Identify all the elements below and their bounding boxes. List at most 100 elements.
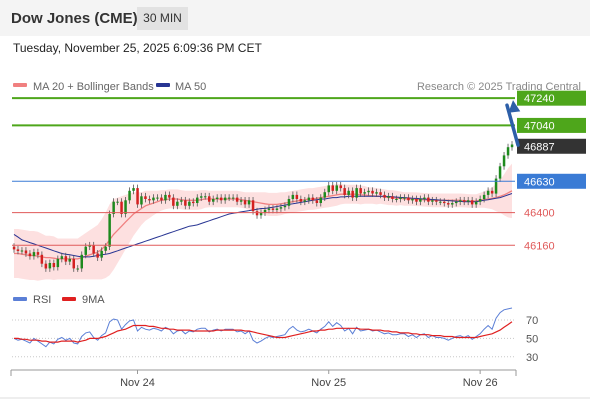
candle-88 xyxy=(363,188,366,197)
candle-body xyxy=(510,144,514,148)
candle-body xyxy=(223,197,227,201)
candle-body xyxy=(411,199,414,201)
candle-40 xyxy=(172,194,175,210)
candle-82 xyxy=(339,181,342,192)
candle-38 xyxy=(164,191,167,204)
candle-117 xyxy=(478,195,482,206)
candle-body xyxy=(92,245,95,254)
rsi-tick-label-70: 70 xyxy=(526,315,538,327)
ma50-legend-swatch xyxy=(156,83,170,87)
candle-body xyxy=(327,185,330,193)
candle-body xyxy=(112,201,115,214)
level-tag-box xyxy=(517,90,586,106)
level-lines-layer: 47240 47040 46630 46400 46160 46887 xyxy=(12,90,586,252)
candle-70 xyxy=(291,191,295,203)
candle-body xyxy=(251,200,255,212)
candle-97 xyxy=(399,194,402,203)
candle-body xyxy=(80,254,83,269)
candle-79 xyxy=(327,181,330,196)
candle-body xyxy=(36,252,40,255)
candle-body xyxy=(463,200,466,202)
candle-body xyxy=(283,205,287,208)
candle-body xyxy=(439,201,442,203)
candle-body xyxy=(60,256,64,259)
candle-body xyxy=(16,249,20,251)
candle-51 xyxy=(215,194,219,203)
candle-22 xyxy=(100,247,103,261)
candle-body xyxy=(247,200,251,205)
candle-110 xyxy=(451,199,454,208)
candle-body xyxy=(104,246,107,251)
candle-68 xyxy=(283,202,287,211)
candle-body xyxy=(287,199,291,206)
candle-59 xyxy=(247,196,251,208)
candle-60 xyxy=(251,196,255,215)
candle-19 xyxy=(88,241,91,251)
candle-17 xyxy=(80,251,83,272)
rsi-legend-swatch xyxy=(13,297,27,301)
candle-body xyxy=(391,196,394,199)
header-bar: Dow Jones (CME) 30 MIN xyxy=(0,0,590,36)
candle-body xyxy=(72,258,75,269)
candle-119 xyxy=(486,187,490,199)
candle-body xyxy=(427,197,430,202)
candle-body xyxy=(40,254,44,264)
candle-34 xyxy=(148,195,151,204)
candle-body xyxy=(355,188,358,198)
candle-95 xyxy=(391,192,394,203)
time-tick-label: Nov 26 xyxy=(463,377,498,389)
candle-body xyxy=(403,197,406,199)
candle-body xyxy=(208,196,211,202)
rsi-legend: RSI 9MA xyxy=(13,294,105,306)
candle-49 xyxy=(208,192,211,206)
candle-body xyxy=(140,196,143,205)
candle-body xyxy=(84,246,87,255)
level-tag-box xyxy=(517,173,586,189)
candle-32 xyxy=(140,192,143,208)
candle-body xyxy=(331,185,334,191)
candle-4 xyxy=(28,250,32,260)
candle-20 xyxy=(92,241,95,257)
candle-body xyxy=(227,197,231,199)
candle-43 xyxy=(184,196,187,210)
rsi-ma-legend-label: 9MA xyxy=(82,294,105,306)
candle-body xyxy=(52,263,56,268)
candle-body xyxy=(443,201,446,204)
time-tick-label: Nov 24 xyxy=(120,377,155,389)
rsi-tick-label-30: 30 xyxy=(526,352,538,364)
candle-body xyxy=(156,197,159,199)
ma20-legend-swatch xyxy=(13,83,27,87)
candle-125 xyxy=(510,141,514,151)
candle-50 xyxy=(212,195,215,206)
candle-body xyxy=(379,192,382,195)
candle-body xyxy=(120,201,123,214)
candle-66 xyxy=(275,205,279,214)
candle-21 xyxy=(96,250,99,261)
candle-31 xyxy=(136,184,139,208)
level-tag-47240: 47240 xyxy=(517,90,586,106)
candle-body xyxy=(168,194,171,198)
candle-body xyxy=(24,250,28,254)
candle-body xyxy=(455,201,458,204)
candle-body xyxy=(259,212,263,216)
timeframe-badge[interactable]: 30 MIN xyxy=(137,7,188,30)
level-tag-text: 46400 xyxy=(524,208,555,220)
candle-90 xyxy=(371,187,374,197)
level-tag-text: 47240 xyxy=(524,93,555,105)
candle-2 xyxy=(20,247,24,255)
candle-6 xyxy=(36,248,40,259)
candle-body xyxy=(494,178,498,194)
candle-body xyxy=(28,253,32,257)
candle-28 xyxy=(124,196,127,218)
candle-16 xyxy=(76,265,79,272)
candle-102 xyxy=(419,195,422,206)
candle-body xyxy=(180,200,183,202)
candle-body xyxy=(271,208,275,210)
level-tag-46630: 46630 xyxy=(517,173,586,189)
candle-body xyxy=(367,190,370,193)
candle-body xyxy=(506,147,510,156)
candle-body xyxy=(498,166,502,179)
candle-116 xyxy=(474,198,478,208)
candle-body xyxy=(267,208,271,210)
